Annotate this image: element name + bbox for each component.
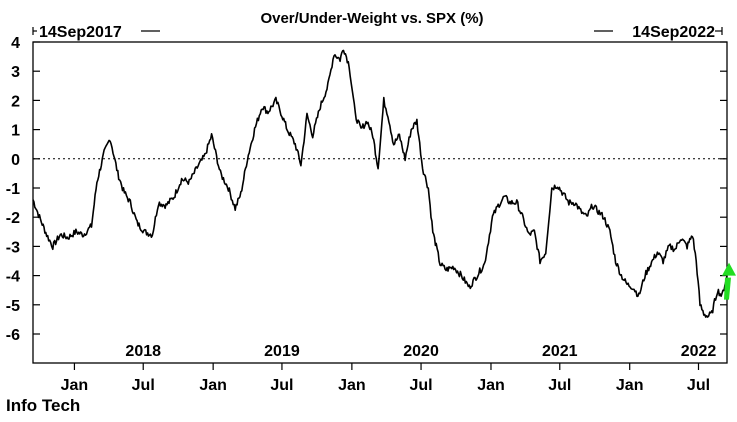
- month-tick-label: Jan: [199, 377, 227, 394]
- month-tick-label: Jul: [687, 377, 710, 394]
- year-label: 2018: [125, 343, 161, 360]
- year-label: 2019: [264, 343, 300, 360]
- y-tick-label: 1: [11, 123, 20, 140]
- range-start-label: 14Sep2017: [39, 24, 122, 41]
- y-tick-label: 4: [11, 35, 20, 52]
- month-tick-label: Jan: [616, 377, 644, 394]
- y-tick-label: -6: [6, 327, 20, 344]
- year-labels: 2018 2019 2020 2021 2022: [125, 343, 716, 360]
- y-axis-tick-labels: 4 3 2 1 0 -1 -2 -3 -4 -5 -6: [6, 35, 20, 344]
- series-label: Info Tech: [6, 396, 81, 415]
- y-tick-label: 0: [11, 152, 20, 169]
- month-tick-label: Jul: [132, 377, 155, 394]
- range-start-indicator: 14Sep2017: [32, 24, 160, 41]
- y-axis-ticks: [33, 41, 727, 335]
- month-tick-label: Jan: [61, 377, 89, 394]
- y-tick-label: -5: [6, 298, 20, 315]
- month-tick-label: Jul: [409, 377, 432, 394]
- range-end-label: 14Sep2022: [632, 24, 715, 41]
- direction-arrow-stem: [724, 277, 731, 300]
- y-tick-label: -4: [6, 269, 20, 286]
- y-tick-label: 2: [11, 93, 20, 110]
- y-tick-label: -1: [6, 181, 20, 198]
- y-tick-label: 3: [11, 64, 20, 81]
- direction-marker-group: [722, 262, 736, 300]
- plot-frame: [32, 41, 728, 364]
- year-label: 2021: [542, 343, 578, 360]
- month-tick-label: Jul: [548, 377, 571, 394]
- month-tick-label: Jan: [477, 377, 505, 394]
- direction-arrow-head: [722, 262, 736, 276]
- year-label: 2022: [681, 343, 717, 360]
- y-tick-label: -3: [6, 239, 20, 256]
- range-end-indicator: 14Sep2022: [594, 24, 723, 41]
- plot-frame-group: [32, 41, 728, 364]
- month-tick-label: Jul: [270, 377, 293, 394]
- series-line-info-tech: [32, 49, 728, 318]
- series-group: [32, 49, 728, 318]
- month-axis: Jan Jul Jan Jul Jan Jul Jan Jul Jan Jul: [61, 363, 710, 394]
- year-label: 2020: [403, 343, 439, 360]
- chart-title: Over/Under-Weight vs. SPX (%): [260, 10, 483, 27]
- y-tick-label: -2: [6, 210, 20, 227]
- month-tick-label: Jan: [338, 377, 366, 394]
